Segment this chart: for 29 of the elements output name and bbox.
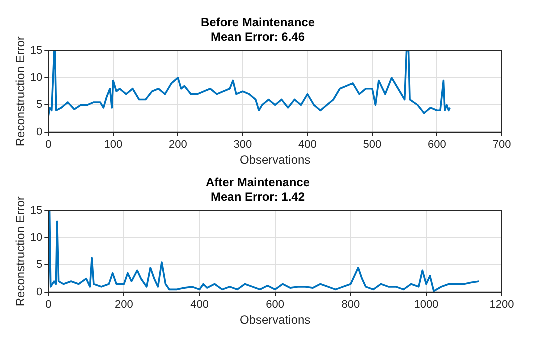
y-tick-label: 0 — [36, 126, 43, 138]
y-axis-title: Reconstruction Error — [14, 196, 28, 307]
chart-title: Before Maintenance Mean Error: 6.46 — [200, 16, 316, 44]
y-axis-title: Reconstruction Error — [14, 36, 28, 147]
x-axis-title: Observations — [240, 313, 311, 328]
chart-title: After Maintenance Mean Error: 1.42 — [206, 176, 310, 204]
x-tick-label: 600 — [428, 139, 446, 152]
y-tick-label: 5 — [36, 99, 43, 112]
y-tick-label: 0 — [36, 286, 43, 298]
x-tick-label: 0 — [46, 299, 52, 312]
x-tick-label: 800 — [342, 299, 360, 312]
x-tick-label: 400 — [190, 299, 209, 312]
x-tick-label: 1200 — [490, 299, 514, 312]
x-tick-label: 1000 — [414, 299, 439, 312]
x-tick-label: 600 — [266, 299, 284, 312]
x-tick-label: 500 — [363, 139, 382, 152]
x-tick-label: 0 — [46, 139, 52, 152]
x-axis-title: Observations — [240, 153, 311, 168]
x-tick-label: 700 — [492, 139, 512, 152]
x-tick-label: 400 — [298, 139, 317, 152]
y-tick-label: 10 — [30, 72, 43, 84]
x-tick-label: 100 — [104, 139, 123, 152]
x-tick-label: 300 — [234, 139, 252, 152]
y-tick-label: 10 — [30, 232, 43, 244]
y-tick-label: 15 — [30, 44, 43, 57]
y-tick-label: 15 — [30, 204, 43, 217]
x-tick-label: 200 — [115, 299, 134, 312]
y-tick-label: 5 — [36, 259, 43, 272]
x-tick-label: 200 — [168, 139, 188, 152]
